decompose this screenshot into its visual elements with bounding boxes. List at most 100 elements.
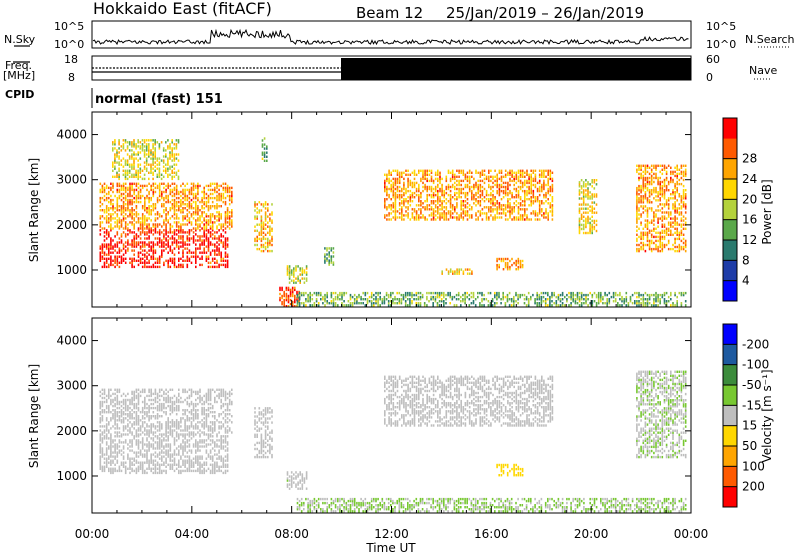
data-cell [447,169,450,172]
data-cell [158,215,161,218]
data-cell [297,279,299,282]
data-cell [222,263,225,267]
data-cell [398,212,401,215]
data-cell [173,231,176,234]
data-cell [337,298,339,301]
data-cell [158,184,161,188]
data-cell [436,302,439,305]
data-cell [197,190,199,194]
data-cell [112,247,114,250]
data-cell [324,259,326,262]
data-cell [148,190,150,194]
data-cell [627,302,630,305]
data-cell [296,295,299,299]
data-cell [116,243,119,246]
data-cell [192,211,195,214]
data-cell [640,199,642,202]
data-cell [226,184,229,188]
data-cell [326,257,328,260]
data-cell [165,223,167,226]
data-cell [148,225,150,228]
data-cell [224,227,227,230]
data-cell [226,213,229,216]
data-cell [655,245,657,249]
data-cell [103,217,106,220]
data-cell [171,151,173,154]
data-cell [684,211,687,214]
data-cell [534,300,536,303]
data-cell [171,205,174,208]
data-cell [424,206,426,209]
data-cell [148,461,150,464]
data-cell [114,451,116,454]
data-cell [160,177,163,181]
data-cell [439,208,441,211]
data-cell [517,210,520,213]
data-cell [99,259,102,262]
data-cell [460,196,462,199]
data-cell [680,205,683,208]
data-cell [629,298,632,301]
data-cell [640,166,642,169]
data-cell [165,184,167,188]
data-cell [426,204,428,207]
data-cell [148,149,150,152]
data-cell [99,233,102,236]
data-cell [256,217,258,220]
data-cell [513,177,515,181]
data-cell [154,165,156,168]
data-cell [139,257,142,260]
data-cell [103,461,106,464]
data-cell [415,216,418,219]
data-cell [415,298,418,301]
data-cell [165,194,167,198]
beam-label: Beam 12 [356,4,423,22]
data-cell [279,288,281,292]
data-cell [541,187,543,191]
data-cell [188,203,191,206]
data-cell [103,194,106,198]
data-cell [519,169,522,172]
data-cell [133,435,135,438]
data-cell [619,304,621,307]
data-cell [422,189,424,193]
data-cell [173,167,176,170]
data-cell [190,255,193,258]
data-cell [604,302,606,305]
data-cell [492,202,494,205]
data-cell [543,175,545,178]
data-cell [114,245,116,248]
data-cell [293,279,295,282]
data-cell [441,183,443,187]
data-cell [659,237,661,241]
data-cell [644,298,647,301]
data-cell [519,198,522,201]
data-cell [682,223,685,226]
data-cell [139,145,142,148]
data-cell [661,293,664,297]
data-cell [663,168,666,171]
data-cell [167,182,169,185]
data-cell [657,235,659,239]
data-cell [526,189,528,193]
data-cell [154,469,157,473]
data-cell [99,451,102,454]
data-cell [468,208,471,211]
data-cell [337,304,339,307]
data-cell [411,200,414,203]
data-cell [682,201,685,204]
data-cell [530,295,532,299]
data-cell [209,227,212,230]
data-cell [289,294,292,298]
data-cell [540,302,543,305]
data-cell [262,225,265,228]
data-cell [477,171,479,174]
data-cell [451,212,454,215]
data-cell [127,186,129,190]
data-cell [254,243,256,247]
data-cell [411,171,414,174]
data-cell [326,247,328,250]
data-cell [156,196,159,200]
data-cell [644,172,647,176]
data-cell [682,174,685,178]
